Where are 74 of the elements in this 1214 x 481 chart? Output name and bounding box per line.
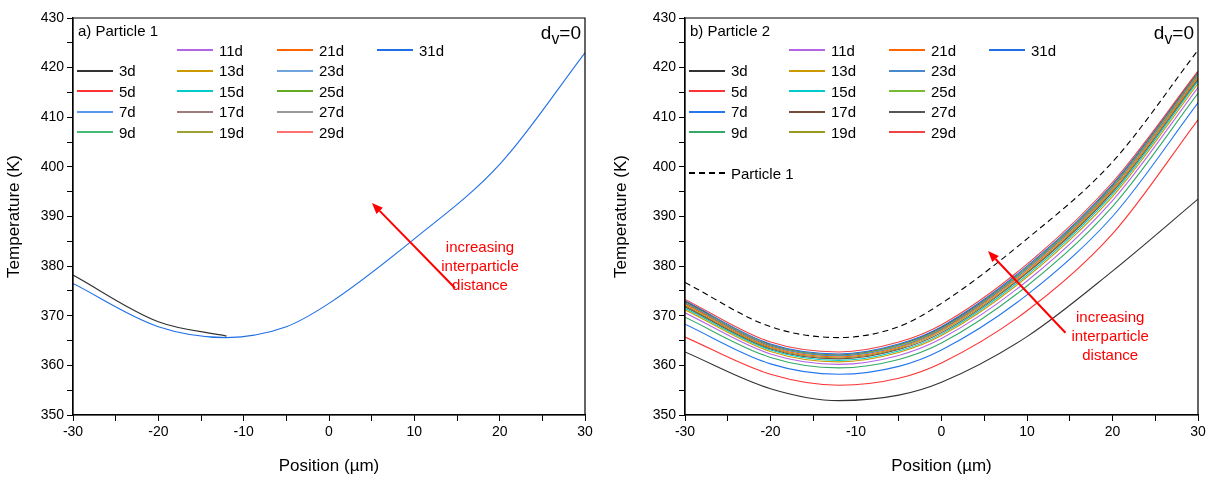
x-tick-label: 0 (937, 423, 946, 440)
x-tick-label: -10 (233, 423, 254, 440)
y-axis-title: Temperature (K) (3, 155, 23, 278)
legend-label: 5d (731, 82, 748, 100)
x-tick-label: -20 (148, 423, 169, 440)
annotation: d$_{v}$=0 (1153, 22, 1194, 48)
y-tick-label: 350 (652, 405, 677, 422)
legend-label: 5d (119, 82, 136, 100)
y-tick-label: 350 (40, 405, 65, 422)
chart-title: b) Particle 2 (690, 22, 771, 39)
y-axis-title: Temperature (K) (610, 155, 630, 278)
line-series (685, 198, 1198, 402)
y-tick-label: 370 (652, 306, 677, 323)
annotation: d$_{v}$=0 (540, 22, 581, 48)
legend-label: 31d (1031, 41, 1057, 59)
legend-label: 19d (219, 123, 245, 141)
legend-label: 11d (219, 41, 243, 59)
x-tick-label: 30 (1190, 423, 1206, 440)
legend-label: 17d (219, 103, 245, 120)
x-tick-label: -10 (845, 423, 867, 440)
y-tick-label: 430 (40, 8, 65, 25)
legend-label: 9d (119, 123, 136, 141)
x-tick-label: -30 (674, 423, 696, 440)
y-tick-label: 390 (40, 207, 65, 224)
legend-label: 21d (319, 41, 345, 59)
y-tick-label: 360 (40, 356, 65, 373)
x-axis-title: Position (µm) (278, 456, 380, 476)
legend-label: 19d (831, 123, 857, 141)
legend-label: 15d (219, 82, 245, 100)
x-tick-label: 20 (491, 423, 508, 440)
legend-label: 7d (731, 103, 748, 120)
y-tick-label: 400 (40, 157, 65, 174)
legend-label: 21d (931, 41, 957, 59)
x-tick-label: -20 (760, 423, 781, 440)
y-tick-label: 360 (652, 356, 677, 373)
legend-label: 3d (731, 62, 748, 79)
legend-label: 3d (119, 62, 136, 79)
legend-label: 9d (731, 123, 748, 141)
legend-label: 23d (931, 62, 957, 79)
x-tick-label: 20 (1104, 423, 1121, 440)
legend-label: 13d (831, 62, 857, 79)
x-tick-label: 30 (577, 423, 593, 440)
y-tick-label: 400 (652, 157, 677, 174)
legend-label: 23d (319, 62, 345, 79)
y-tick-label: 420 (652, 58, 677, 75)
legend-label: 11d (831, 41, 855, 59)
legend-label: 7d (119, 103, 136, 120)
legend-label: 13d (219, 62, 245, 79)
legend-label: 27d (319, 103, 345, 120)
x-axis-title: Position (µm) (891, 456, 992, 476)
y-tick-label: 410 (40, 108, 65, 125)
y-tick-label: 370 (40, 306, 65, 323)
y-tick-label: 410 (652, 108, 677, 125)
legend-label: 31d (419, 41, 445, 59)
legend-label: 25d (931, 82, 957, 100)
annotation: increasing interparticle distance (1070, 306, 1150, 364)
x-tick-label: 10 (1019, 423, 1035, 440)
annotation: increasing interparticle distance (440, 237, 520, 295)
legend-label: Particle 1 (731, 164, 794, 182)
y-tick-label: 390 (652, 207, 677, 224)
y-tick-label: 430 (652, 8, 677, 25)
chart-title: a) Particle 1 (78, 22, 159, 39)
legend-label: 17d (831, 103, 857, 120)
y-tick-label: 380 (652, 256, 677, 273)
y-tick-label: 420 (40, 58, 65, 75)
x-tick-label: 0 (325, 423, 334, 440)
legend-label: 29d (319, 123, 345, 141)
y-tick-label: 380 (40, 256, 65, 273)
legend-label: 15d (831, 82, 857, 100)
x-tick-label: 10 (406, 423, 423, 440)
x-tick-label: -30 (62, 423, 84, 440)
legend-label: 25d (319, 82, 345, 100)
legend-label: 29d (931, 123, 957, 141)
legend-label: 27d (931, 103, 957, 120)
